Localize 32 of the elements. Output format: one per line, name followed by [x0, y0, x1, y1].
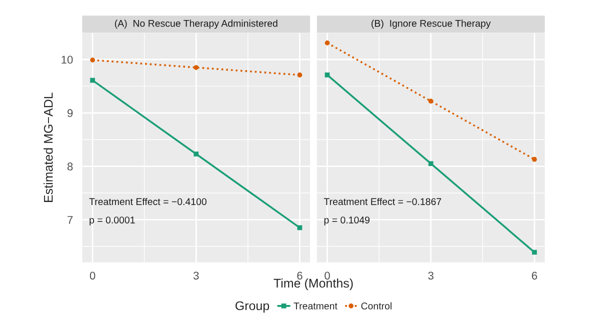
- x-tick-label: 0: [90, 272, 96, 280]
- point: [90, 58, 95, 62]
- point: [194, 65, 199, 70]
- annotation: p = 0.0001: [90, 216, 135, 226]
- point: [194, 152, 199, 156]
- y-tick-label: 10: [62, 56, 73, 64]
- x-tick-label: 3: [193, 272, 199, 280]
- x-tick-label: 6: [297, 272, 302, 280]
- point: [532, 156, 537, 162]
- point: [428, 98, 434, 104]
- point: [532, 250, 537, 255]
- legend-title: Group: [236, 301, 270, 313]
- x-tick-label: 0: [324, 272, 330, 280]
- point: [297, 72, 302, 78]
- legend-label: Control: [361, 302, 392, 310]
- annotation: p = 0.1049: [324, 216, 370, 226]
- y-tick-label: 8: [67, 162, 73, 170]
- y-tick-label: 7: [68, 216, 73, 224]
- point: [90, 78, 95, 83]
- legend-label: Treatment: [294, 302, 338, 310]
- point: [324, 72, 330, 78]
- point: [324, 40, 330, 46]
- chart-title: (B) Ignore Rescue Therapy: [372, 20, 491, 29]
- y-axis-title: Estimated MG−ADL: [44, 92, 53, 202]
- x-tick-label: 3: [428, 272, 434, 280]
- annotation: Treatment Effect = −0.4100: [89, 198, 206, 206]
- x-axis-title: Time (Months): [274, 278, 353, 290]
- chart-title: (A) No Rescue Therapy Administered: [114, 20, 278, 29]
- y-tick-label: 9: [68, 109, 73, 118]
- x-tick-label: 6: [532, 272, 538, 280]
- point: [428, 161, 434, 166]
- annotation: Treatment Effect = −0.1867: [324, 198, 442, 206]
